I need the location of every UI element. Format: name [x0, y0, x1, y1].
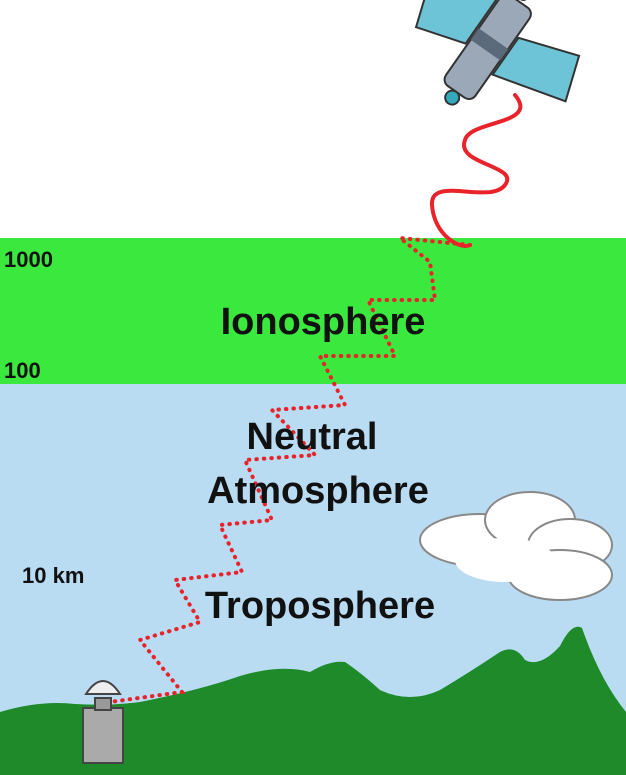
layer-label: Troposphere — [205, 585, 435, 627]
layer-label: Ionosphere — [221, 301, 426, 343]
layer-label: Neutral — [247, 416, 378, 458]
receiver — [82, 680, 124, 764]
altitude-label: 10 km — [22, 563, 84, 588]
signal-wave — [429, 93, 523, 248]
cloud — [419, 491, 613, 601]
satellite — [414, 0, 581, 106]
altitude-label: 1000 — [4, 247, 53, 272]
signal-path-dotted — [108, 235, 472, 704]
mountains — [0, 626, 626, 775]
altitude-label: 100 — [4, 358, 41, 383]
layer-label: Atmosphere — [207, 470, 429, 512]
ionosphere-band — [0, 238, 626, 384]
